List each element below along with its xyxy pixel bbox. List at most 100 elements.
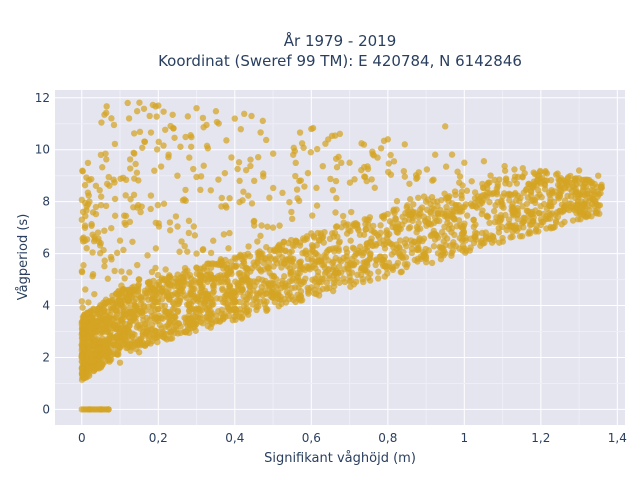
data-point [397, 268, 404, 276]
data-point [187, 143, 195, 150]
data-point [78, 268, 86, 276]
data-point [240, 302, 248, 310]
data-point [523, 200, 531, 207]
data-point [112, 290, 120, 297]
data-point [171, 134, 178, 141]
data-point [197, 186, 204, 194]
data-point [135, 349, 143, 356]
data-point [246, 283, 253, 290]
data-point [537, 203, 544, 210]
data-point [270, 272, 277, 280]
data-point [575, 191, 582, 198]
data-point [321, 252, 328, 259]
data-point [224, 278, 231, 285]
data-point [537, 221, 545, 229]
data-point [226, 283, 233, 290]
data-point [162, 126, 169, 133]
data-point [193, 104, 200, 112]
data-point [456, 173, 464, 180]
data-point [416, 225, 424, 232]
data-point [236, 177, 243, 185]
data-point [506, 190, 513, 198]
data-point [83, 245, 90, 252]
data-point [410, 201, 417, 208]
data-point [525, 230, 532, 237]
data-point [427, 210, 435, 217]
data-point [354, 271, 361, 279]
x-tick-labels: 0 0,2 0,4 0,6 0,8 1 1,2 1,4 [78, 431, 627, 445]
data-point [564, 192, 571, 200]
data-point [428, 259, 436, 267]
data-point [442, 241, 449, 249]
data-point [79, 167, 86, 174]
data-point [292, 159, 299, 167]
data-point [323, 279, 331, 287]
data-point [562, 202, 569, 209]
data-point [419, 237, 426, 245]
data-point [438, 196, 445, 204]
data-point [430, 243, 438, 250]
data-point [486, 198, 493, 206]
data-point [166, 219, 174, 226]
data-point [565, 174, 572, 181]
data-point [79, 333, 86, 341]
data-point [105, 173, 112, 181]
data-point [264, 223, 271, 230]
data-point [130, 191, 138, 199]
data-point [215, 176, 222, 183]
data-point [209, 289, 216, 297]
data-point [218, 194, 225, 202]
data-point [461, 203, 468, 211]
data-point [549, 190, 556, 197]
data-point [210, 282, 217, 289]
data-point [346, 159, 353, 166]
data-point [333, 223, 341, 230]
data-point [207, 264, 215, 271]
data-point [377, 145, 385, 152]
data-point [329, 186, 337, 194]
data-point [239, 286, 246, 293]
data-point [266, 282, 274, 290]
data-point [506, 180, 513, 188]
data-point [434, 202, 441, 210]
data-point [280, 238, 287, 246]
data-point [399, 254, 406, 262]
data-point [284, 282, 291, 289]
data-point [155, 281, 163, 288]
data-point [153, 113, 160, 120]
data-point [547, 202, 555, 209]
data-point [82, 286, 89, 293]
data-point [413, 246, 420, 253]
data-point [97, 193, 105, 200]
data-point [161, 302, 169, 310]
data-point [374, 232, 381, 239]
data-point [226, 195, 233, 202]
data-point [111, 322, 119, 329]
data-point [375, 268, 382, 275]
data-point [332, 254, 339, 262]
data-point [358, 265, 366, 272]
data-point [297, 288, 305, 295]
data-point [296, 265, 304, 273]
data-point [235, 159, 243, 166]
data-point [111, 179, 118, 186]
data-point [592, 209, 600, 216]
data-point [147, 205, 154, 213]
data-point [521, 170, 528, 177]
data-point [94, 229, 102, 236]
data-point [175, 319, 182, 327]
data-point [417, 206, 424, 213]
data-point [144, 285, 152, 292]
data-point [93, 357, 100, 364]
data-point [496, 218, 504, 225]
x-tick-label: 1,4 [608, 431, 627, 445]
data-point [468, 178, 475, 185]
data-point [240, 188, 247, 195]
data-point [578, 176, 586, 184]
data-point [414, 258, 421, 265]
data-point [537, 167, 544, 175]
y-tick-label: 4 [42, 299, 50, 313]
data-point [149, 338, 156, 345]
data-point [262, 136, 270, 144]
data-point [311, 290, 318, 297]
